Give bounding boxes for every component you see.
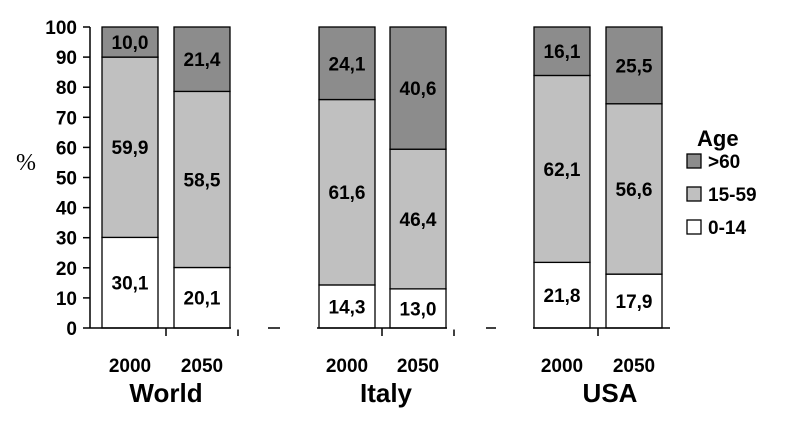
x-tick-label: 2000: [326, 356, 368, 377]
bar-segment-0-14: [318, 284, 376, 329]
legend-title: Age: [697, 126, 739, 151]
bar-italy-2050: 13,0 46,4 40,6: [389, 26, 447, 329]
bar-italy-2000: 14,3 61,6 24,1: [318, 26, 376, 329]
y-tick-label: 0: [66, 319, 77, 340]
y-tick-label: 100: [45, 18, 77, 39]
bar-segment-15-59: [318, 98, 376, 286]
legend-swatch: [686, 153, 702, 169]
data-label: 46,4: [400, 210, 437, 231]
data-label: 40,6: [400, 79, 437, 100]
legend-entry: 0-14: [708, 218, 746, 239]
bar-segment->60: [389, 26, 447, 150]
x-tick-label: 2000: [109, 356, 151, 377]
bar-usa-2000: 21,8 62,1 16,1: [533, 26, 591, 329]
data-label: 58,5: [184, 170, 221, 191]
bar-segment->60: [173, 26, 231, 93]
data-label: 16,1: [544, 42, 581, 63]
data-label: 17,9: [616, 292, 653, 313]
group-label-italy: Italy: [360, 378, 413, 408]
group-label-usa: USA: [583, 378, 638, 408]
x-tick-label: 2050: [613, 356, 655, 377]
y-tick-label: 90: [56, 48, 77, 69]
legend-swatch: [686, 186, 702, 202]
x-tick-label: 2050: [181, 356, 223, 377]
bar-segment-15-59: [533, 74, 591, 264]
y-axis: 0 10 20 30 40 50 60 70 80 90 100: [45, 18, 91, 340]
data-label: 25,5: [616, 56, 653, 77]
data-label: 59,9: [112, 138, 149, 159]
data-label: 21,4: [184, 50, 221, 71]
y-tick-label: 20: [56, 259, 77, 280]
y-tick-label: 40: [56, 199, 77, 220]
y-tick-label: 70: [56, 108, 77, 129]
y-tick-label: 30: [56, 229, 77, 250]
data-label: 14,3: [329, 297, 366, 318]
data-label: 30,1: [112, 274, 149, 295]
legend-entry: >60: [708, 152, 740, 173]
bar-segment->60: [101, 26, 159, 58]
y-axis-label: %: [16, 150, 36, 176]
data-label: 10,0: [112, 33, 149, 54]
legend: Age >60 15-59 0-14: [686, 126, 757, 239]
y-tick-label: 80: [56, 78, 77, 99]
bar-segment-15-59: [605, 103, 663, 275]
data-label: 56,6: [616, 180, 653, 201]
bar-segment-15-59: [389, 148, 447, 290]
data-label: 20,1: [184, 289, 221, 310]
x-tick-label: 2050: [397, 356, 439, 377]
bar-world-2000: 30,1 59,9 10,0: [101, 26, 159, 329]
bar-segment->60: [605, 26, 663, 105]
bar-segment-0-14: [389, 288, 447, 329]
group-label-world: World: [129, 378, 202, 408]
data-label: 24,1: [329, 54, 366, 75]
bar-segment->60: [533, 26, 591, 77]
bar-segment-0-14: [101, 236, 159, 329]
legend-entry: 15-59: [708, 185, 757, 206]
y-tick-label: 60: [56, 138, 77, 159]
data-label: 61,6: [329, 183, 366, 204]
bar-segment-15-59: [173, 90, 231, 269]
x-tick-label: 2000: [541, 356, 583, 377]
data-label: 21,8: [544, 286, 581, 307]
bar-segment-0-14: [605, 273, 663, 329]
y-tick-label: 50: [56, 169, 77, 190]
data-label: 13,0: [400, 299, 437, 320]
bar-world-2050: 20,1 58,5 21,4: [173, 26, 231, 329]
legend-swatch: [686, 219, 702, 235]
y-tick-label: 10: [56, 289, 77, 310]
bar-usa-2050: 17,9 56,6 25,5: [605, 26, 663, 329]
bar-segment->60: [318, 26, 376, 101]
bars: 30,1 59,9 10,0 20,1 58,5 21,4 14,3 61,6 24,1 13,0…: [101, 26, 663, 329]
data-label: 62,1: [544, 160, 581, 181]
